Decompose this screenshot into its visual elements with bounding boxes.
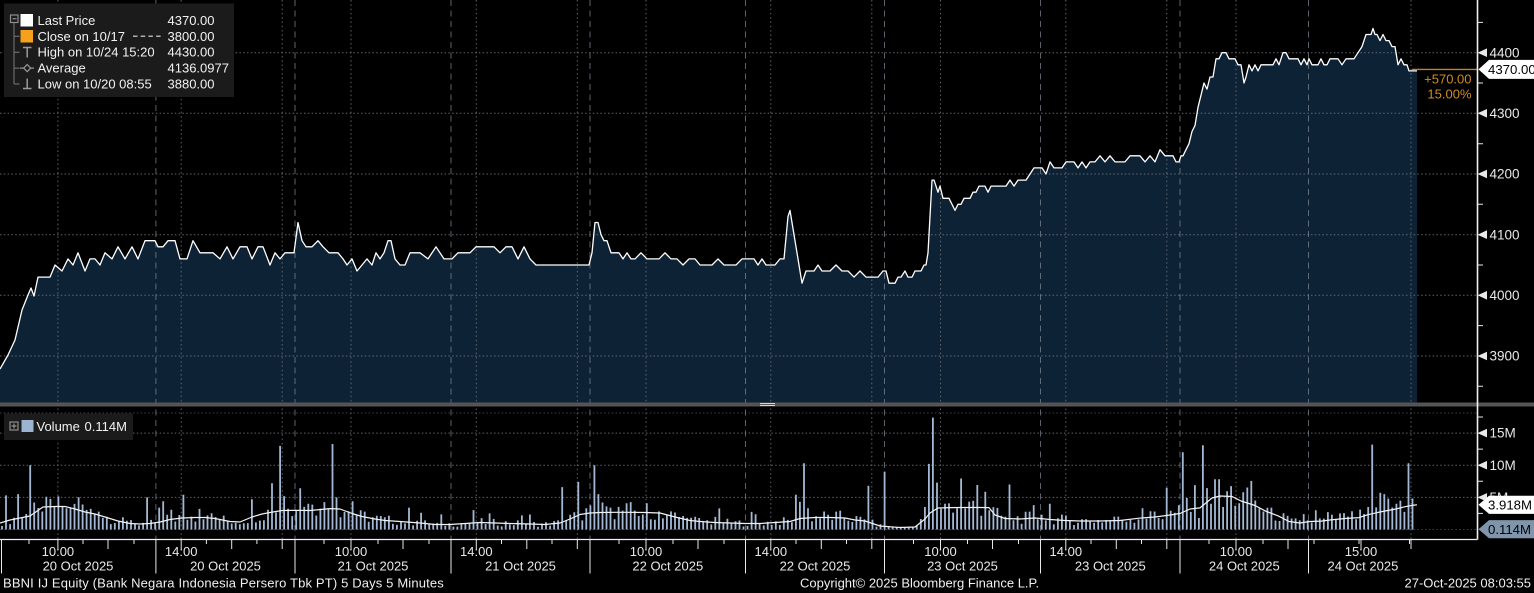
svg-text:Close on 10/17: Close on 10/17 [38, 29, 125, 44]
svg-text:15M: 15M [1490, 426, 1516, 441]
svg-text:23 Oct 2025: 23 Oct 2025 [927, 559, 998, 574]
svg-text:21 Oct 2025: 21 Oct 2025 [338, 559, 409, 574]
svg-text:24 Oct 2025: 24 Oct 2025 [1209, 559, 1280, 574]
svg-text:Copyright© 2025 Bloomberg Fina: Copyright© 2025 Bloomberg Finance L.P. [800, 576, 1039, 591]
svg-text:14:00: 14:00 [460, 544, 493, 559]
svg-text:BBNI IJ Equity (Bank Negara In: BBNI IJ Equity (Bank Negara Indonesia Pe… [3, 576, 444, 591]
svg-text:3880.00: 3880.00 [168, 77, 215, 92]
svg-text:23 Oct 2025: 23 Oct 2025 [1075, 559, 1146, 574]
svg-text:20 Oct 2025: 20 Oct 2025 [43, 559, 114, 574]
svg-text:10M: 10M [1490, 458, 1516, 473]
svg-text:4300: 4300 [1490, 106, 1520, 121]
svg-text:10:00: 10:00 [630, 544, 663, 559]
svg-text:27-Oct-2025 08:03:55: 27-Oct-2025 08:03:55 [1405, 576, 1531, 591]
svg-text:+570.00: +570.00 [1424, 72, 1471, 87]
svg-text:4370.00: 4370.00 [168, 13, 215, 28]
svg-text:21 Oct 2025: 21 Oct 2025 [485, 559, 556, 574]
svg-text:Low on 10/20 08:55: Low on 10/20 08:55 [38, 77, 152, 92]
svg-text:10:00: 10:00 [1220, 544, 1253, 559]
svg-text:20 Oct 2025: 20 Oct 2025 [190, 559, 261, 574]
svg-text:4370.00: 4370.00 [1488, 62, 1534, 77]
svg-text:0.114M: 0.114M [1488, 522, 1531, 537]
svg-text:4400: 4400 [1490, 45, 1520, 60]
svg-text:22 Oct 2025: 22 Oct 2025 [632, 559, 703, 574]
svg-text:Last Price: Last Price [38, 13, 96, 28]
svg-text:10:00: 10:00 [335, 544, 368, 559]
svg-text:10:00: 10:00 [42, 544, 75, 559]
svg-text:24 Oct 2025: 24 Oct 2025 [1327, 559, 1398, 574]
svg-text:22 Oct 2025: 22 Oct 2025 [780, 559, 851, 574]
svg-text:0.114M: 0.114M [85, 419, 127, 434]
svg-text:Volume: Volume [37, 419, 80, 434]
svg-text:15.00%: 15.00% [1427, 87, 1472, 102]
svg-text:3900: 3900 [1490, 349, 1520, 364]
svg-text:Average: Average [38, 61, 86, 76]
svg-text:4136.0977: 4136.0977 [168, 61, 229, 76]
svg-text:15:00: 15:00 [1345, 544, 1378, 559]
svg-text:4430.00: 4430.00 [168, 45, 215, 60]
svg-text:3.918M: 3.918M [1488, 498, 1532, 513]
svg-text:14:00: 14:00 [1050, 544, 1083, 559]
svg-text:14:00: 14:00 [165, 544, 198, 559]
svg-text:10:00: 10:00 [924, 544, 957, 559]
svg-text:14:00: 14:00 [755, 544, 788, 559]
svg-text:4200: 4200 [1490, 167, 1520, 182]
svg-text:3800.00: 3800.00 [168, 29, 215, 44]
svg-text:High on 10/24 15:20: High on 10/24 15:20 [38, 45, 155, 60]
svg-text:4000: 4000 [1490, 288, 1520, 303]
svg-text:4100: 4100 [1490, 227, 1520, 242]
